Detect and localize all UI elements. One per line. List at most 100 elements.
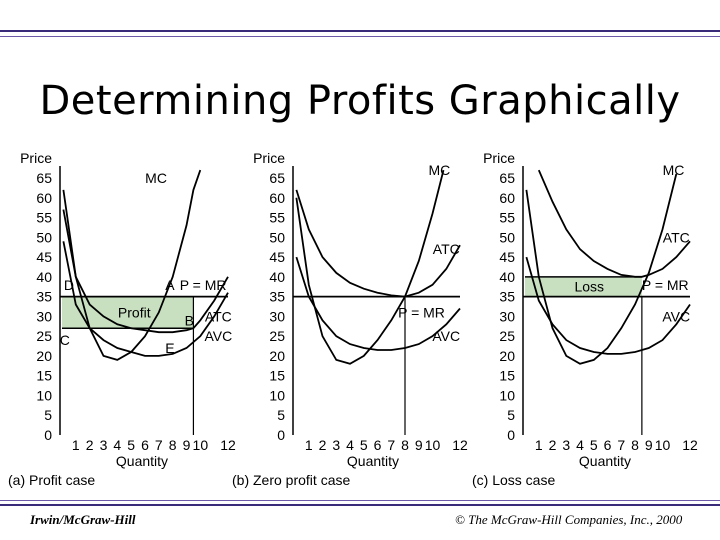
y-tick-label: 15 [36, 368, 52, 384]
x-axis-label: Quantity [579, 453, 631, 469]
x-tick-label: 6 [141, 437, 149, 453]
curve-avc [525, 256, 691, 355]
y-tick-label: 25 [36, 328, 52, 344]
curve-mc [525, 173, 678, 365]
y-tick-label: 65 [499, 170, 515, 186]
x-tick-label: 2 [86, 437, 94, 453]
curve-label-avc: AVC [204, 328, 232, 344]
x-tick-label: 2 [319, 437, 327, 453]
x-tick-label: 4 [346, 437, 354, 453]
x-tick-label: 12 [220, 437, 236, 453]
x-tick-label: 1 [535, 437, 543, 453]
x-tick-label: 9 [183, 437, 191, 453]
y-tick-label: 10 [36, 387, 52, 403]
x-tick-label: 3 [100, 437, 108, 453]
curve-label-atc: ATC [433, 241, 460, 257]
x-tick-label: 10 [655, 437, 671, 453]
y-tick-label: 10 [499, 387, 515, 403]
x-tick-label: 5 [127, 437, 135, 453]
y-tick-label: 45 [36, 249, 52, 265]
x-tick-label: 1 [305, 437, 313, 453]
price-line-label: P = MR [180, 277, 227, 293]
curve-label-avc: AVC [662, 308, 690, 324]
x-tick-label: 4 [113, 437, 121, 453]
point-label-d: D [64, 277, 74, 293]
y-tick-label: 20 [36, 348, 52, 364]
y-tick-label: 55 [269, 210, 285, 226]
curve-label-mc: MC [145, 170, 167, 186]
y-tick-label: 30 [269, 308, 285, 324]
y-tick-label: 35 [499, 289, 515, 305]
curve-atc [295, 189, 461, 298]
x-tick-label: 6 [374, 437, 382, 453]
y-tick-label: 45 [499, 249, 515, 265]
curve-avc [295, 256, 461, 351]
curve-atc [62, 209, 229, 334]
x-tick-label: 7 [617, 437, 625, 453]
y-tick-label: 30 [36, 308, 52, 324]
x-tick-label: 2 [549, 437, 557, 453]
shaded-label-loss: Loss [574, 279, 604, 295]
y-tick-label: 60 [269, 190, 285, 206]
price-line-label: P = MR [642, 277, 689, 293]
panel-caption: (c) Loss case [472, 472, 555, 488]
y-axis-label: Price [253, 150, 285, 166]
panel-caption: (b) Zero profit case [232, 472, 350, 488]
y-tick-label: 5 [44, 407, 52, 423]
y-axis-label: Price [483, 150, 515, 166]
y-tick-label: 30 [499, 308, 515, 324]
x-tick-label: 12 [452, 437, 468, 453]
footer-publisher: Irwin/McGraw-Hill [30, 512, 136, 527]
x-tick-label: 8 [169, 437, 177, 453]
x-tick-label: 6 [604, 437, 612, 453]
y-tick-label: 55 [499, 210, 515, 226]
y-tick-label: 15 [499, 368, 515, 384]
y-tick-label: 50 [36, 229, 52, 245]
y-tick-label: 45 [269, 249, 285, 265]
curve-mc [62, 169, 202, 361]
x-tick-label: 7 [387, 437, 395, 453]
x-tick-label: 8 [631, 437, 639, 453]
x-tick-label: 3 [562, 437, 570, 453]
y-tick-label: 0 [277, 427, 285, 443]
y-tick-label: 65 [36, 170, 52, 186]
x-tick-label: 5 [590, 437, 598, 453]
y-tick-label: 0 [44, 427, 52, 443]
curve-atc [537, 169, 691, 278]
top-rule [0, 30, 720, 32]
y-tick-label: 5 [507, 407, 515, 423]
top-rule-thin [0, 36, 720, 37]
x-tick-label: 9 [415, 437, 423, 453]
point-label-c: C [60, 332, 70, 348]
y-tick-label: 55 [36, 210, 52, 226]
x-tick-label: 7 [155, 437, 163, 453]
y-tick-label: 20 [499, 348, 515, 364]
y-tick-label: 50 [499, 229, 515, 245]
x-axis-label: Quantity [347, 453, 399, 469]
point-label-e: E [165, 340, 174, 356]
price-line-label: P = MR [398, 304, 445, 320]
footer-copyright: © The McGraw-Hill Companies, Inc., 2000 [455, 512, 683, 527]
curve-label-atc: ATC [663, 229, 690, 245]
point-label-a: A [165, 277, 175, 293]
bottom-rule [0, 504, 720, 506]
shaded-region-profit [62, 296, 194, 329]
curve-mc [295, 169, 445, 365]
y-tick-label: 65 [269, 170, 285, 186]
curve-label-mc: MC [428, 162, 450, 178]
x-tick-label: 12 [682, 437, 698, 453]
panel-caption: (a) Profit case [8, 472, 95, 488]
y-tick-label: 25 [499, 328, 515, 344]
y-axis-label: Price [20, 150, 52, 166]
y-tick-label: 40 [36, 269, 52, 285]
y-tick-label: 5 [277, 407, 285, 423]
y-tick-label: 50 [269, 229, 285, 245]
y-tick-label: 20 [269, 348, 285, 364]
y-tick-label: 40 [499, 269, 515, 285]
y-tick-label: 40 [269, 269, 285, 285]
x-axis-label: Quantity [116, 453, 168, 469]
x-tick-label: 10 [425, 437, 441, 453]
